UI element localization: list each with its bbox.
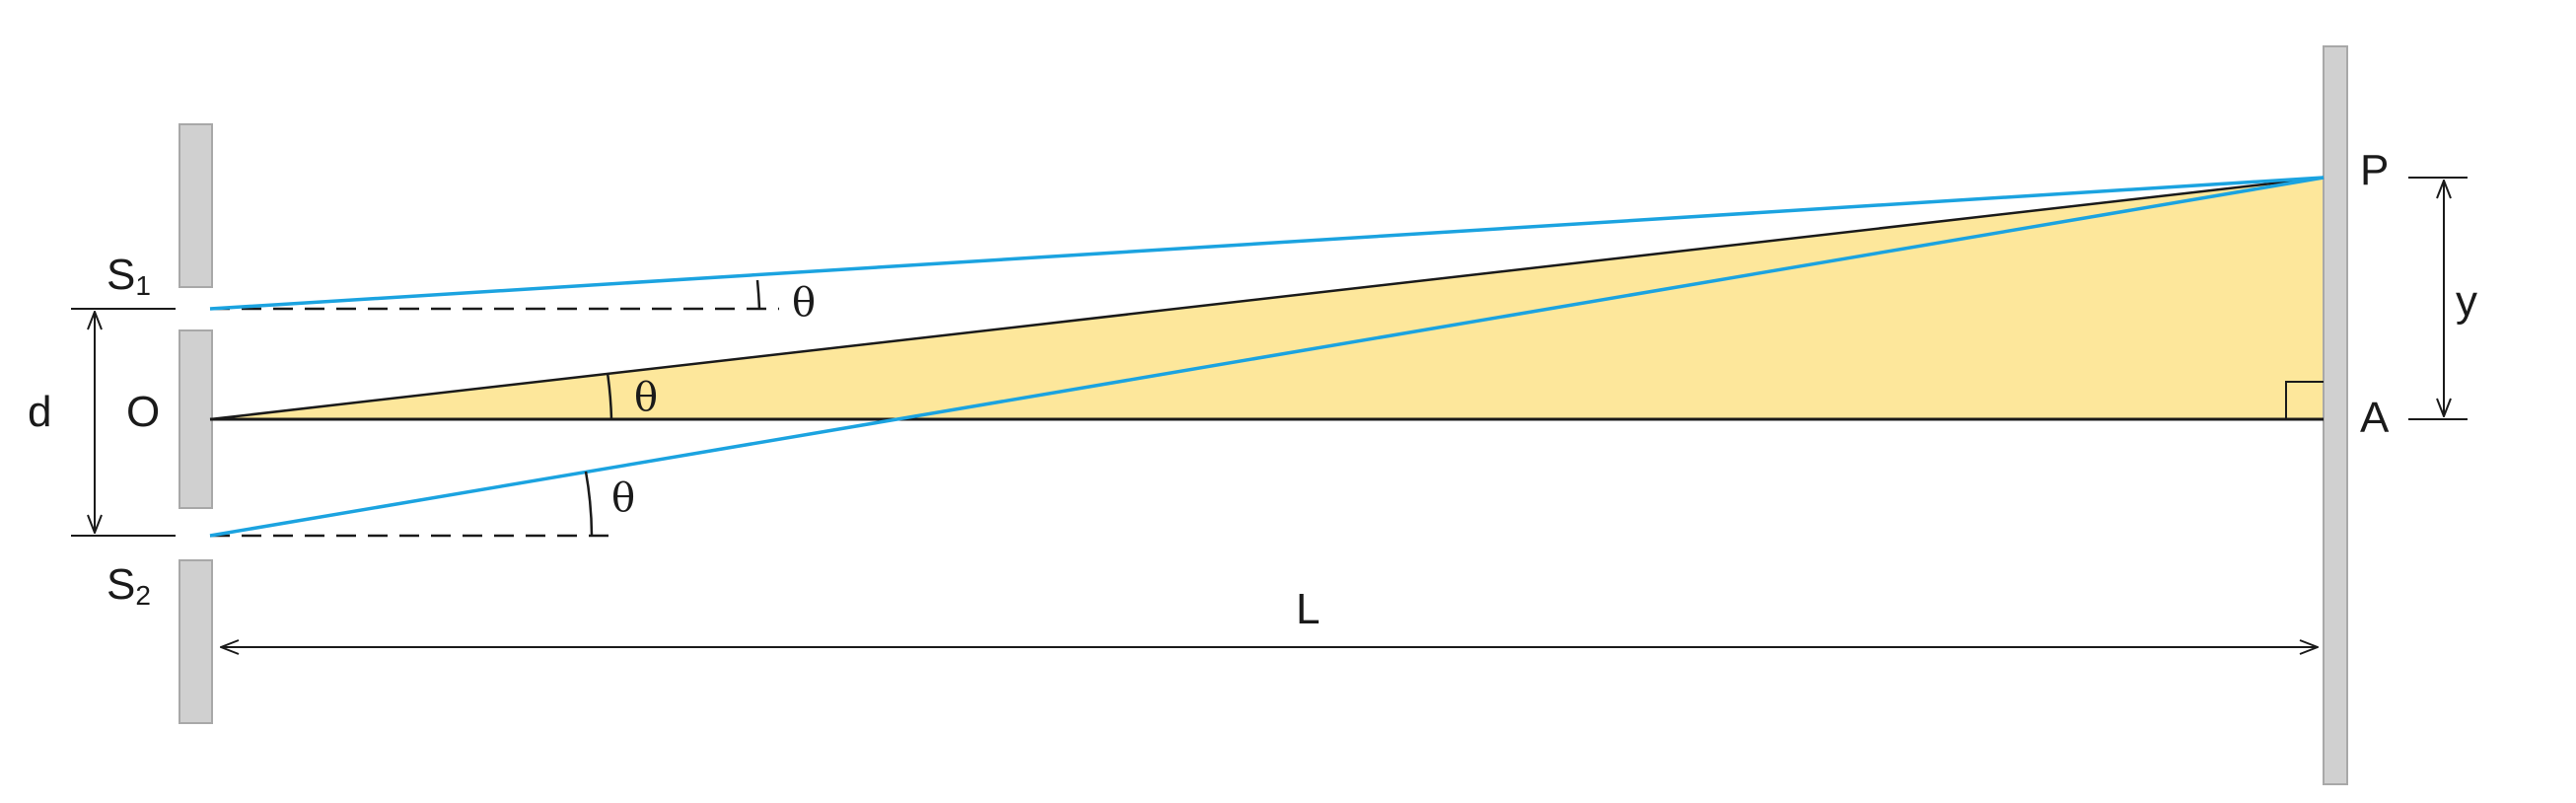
label-s1-subscript: 1 bbox=[135, 270, 151, 301]
label-theta-s1: θ bbox=[792, 280, 816, 326]
label-d: d bbox=[28, 388, 51, 436]
label-theta-o: θ bbox=[634, 375, 658, 420]
theta-arc-s2 bbox=[584, 471, 594, 537]
label-o: O bbox=[126, 388, 160, 436]
label-p: P bbox=[2360, 146, 2389, 194]
label-s2-subscript: 2 bbox=[135, 580, 151, 611]
label-s1: S1 bbox=[107, 251, 151, 301]
barrier-bottom bbox=[179, 559, 213, 724]
barrier-top bbox=[179, 123, 213, 288]
ray-s1-to-p bbox=[209, 176, 2325, 311]
label-a: A bbox=[2360, 394, 2390, 442]
right-angle-marker bbox=[2285, 381, 2324, 419]
label-s2: S2 bbox=[107, 560, 151, 611]
ray-s2-to-p bbox=[209, 176, 2325, 538]
label-y: y bbox=[2456, 277, 2477, 326]
theta-arc-o bbox=[606, 372, 613, 420]
op-line bbox=[209, 176, 2325, 421]
theta-arc-s1 bbox=[755, 279, 761, 310]
label-l: L bbox=[1296, 585, 1320, 633]
screen bbox=[2323, 45, 2348, 785]
barrier-middle bbox=[179, 329, 213, 509]
label-theta-s2: θ bbox=[611, 475, 635, 521]
